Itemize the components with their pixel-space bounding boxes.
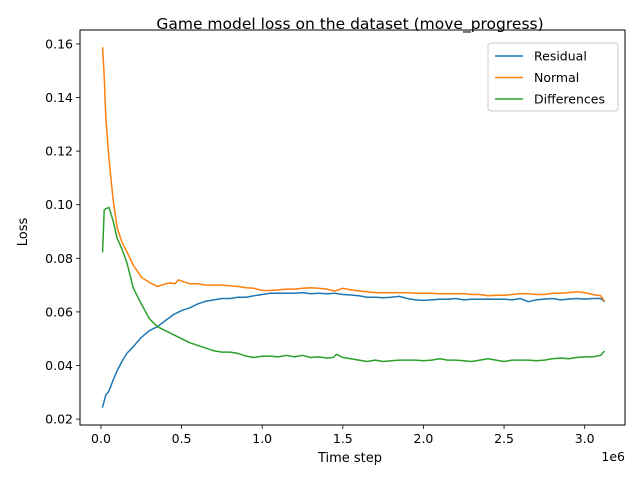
legend-box bbox=[487, 42, 619, 112]
x-tick-label: 0.0 bbox=[91, 431, 111, 446]
y-tick-label: 0.14 bbox=[45, 90, 73, 105]
legend-label-differences: Differences bbox=[534, 92, 605, 107]
x-tick-label: 1.5 bbox=[333, 431, 353, 446]
x-tick-label: 3.0 bbox=[575, 431, 595, 446]
y-tick-label: 0.06 bbox=[45, 304, 73, 319]
series-line-differences bbox=[101, 206, 606, 363]
x-tick-label: 2.5 bbox=[494, 431, 514, 446]
chart-title: Game model loss on the dataset (move_pro… bbox=[156, 15, 543, 34]
x-tick-label: 1.0 bbox=[252, 431, 272, 446]
y-tick-label: 0.08 bbox=[45, 251, 73, 266]
y-axis: 0.02 0.04 0.06 0.08 0.10 0.12 0.14 0.16 bbox=[45, 36, 80, 427]
y-tick-label: 0.16 bbox=[45, 36, 73, 51]
series-line-residual bbox=[101, 291, 606, 408]
y-tick-label: 0.12 bbox=[45, 144, 73, 159]
y-tick-label: 0.02 bbox=[45, 412, 73, 427]
y-tick-label: 0.10 bbox=[45, 197, 73, 212]
series-line-normal bbox=[101, 47, 606, 302]
y-tick-label: 0.04 bbox=[45, 358, 73, 373]
x-axis: 0.0 0.5 1.0 1.5 2.0 2.5 3.0 bbox=[91, 425, 595, 446]
x-axis-label: Time step bbox=[317, 451, 382, 466]
x-tick-label: 0.5 bbox=[172, 431, 192, 446]
x-tick-label: 2.0 bbox=[414, 431, 434, 446]
legend-label-residual: Residual bbox=[534, 49, 587, 64]
series-layer bbox=[101, 47, 606, 408]
plot-frame bbox=[79, 29, 626, 426]
legend: Residual Normal Differences bbox=[487, 42, 619, 112]
y-axis-label: Loss bbox=[16, 218, 31, 247]
legend-label-normal: Normal bbox=[534, 70, 579, 85]
x-axis-offset-label: 1e6 bbox=[601, 449, 625, 464]
